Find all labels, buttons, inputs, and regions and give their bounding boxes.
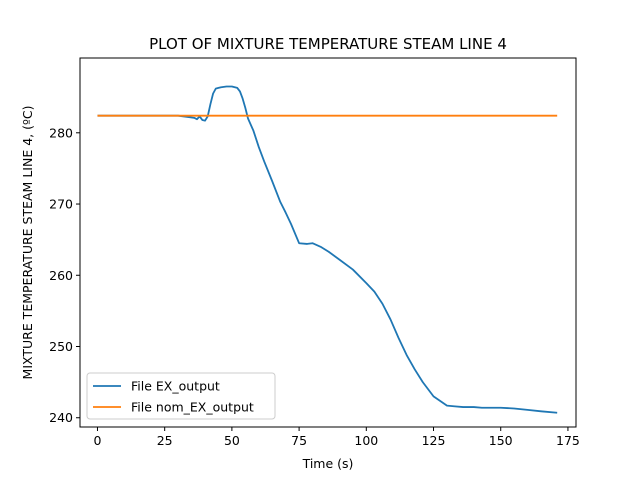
x-tick-label: 75 bbox=[291, 433, 307, 448]
chart-title: PLOT OF MIXTURE TEMPERATURE STEAM LINE 4 bbox=[149, 35, 507, 53]
legend-label-ex-output: File EX_output bbox=[131, 379, 220, 394]
x-tick-label: 25 bbox=[157, 433, 173, 448]
x-tick-label: 150 bbox=[489, 433, 513, 448]
y-axis-ticks: 240 250 260 270 280 bbox=[49, 125, 80, 425]
legend-label-nom-ex-output: File nom_EX_output bbox=[131, 400, 254, 415]
x-tick-label: 125 bbox=[422, 433, 446, 448]
y-axis-label: MIXTURE TEMPERATURE STEAM LINE 4, (ºC) bbox=[20, 106, 35, 380]
series-line-0 bbox=[97, 85, 558, 414]
y-tick-label: 270 bbox=[49, 197, 73, 212]
y-tick-label: 280 bbox=[49, 125, 73, 140]
x-axis-ticks: 0 25 50 75 100 125 150 175 bbox=[93, 427, 580, 448]
legend-box bbox=[86, 372, 276, 420]
y-tick-label: 240 bbox=[49, 410, 73, 425]
legend: File EX_output File nom_EX_output bbox=[86, 372, 276, 420]
x-tick-label: 175 bbox=[556, 433, 580, 448]
plot-frame bbox=[79, 57, 577, 428]
x-axis-label: Time (s) bbox=[302, 456, 354, 471]
series-layer bbox=[97, 85, 558, 414]
x-tick-label: 50 bbox=[224, 433, 240, 448]
x-tick-label: 100 bbox=[354, 433, 378, 448]
y-tick-label: 260 bbox=[49, 268, 73, 283]
y-tick-label: 250 bbox=[49, 339, 73, 354]
x-tick-label: 0 bbox=[93, 433, 101, 448]
